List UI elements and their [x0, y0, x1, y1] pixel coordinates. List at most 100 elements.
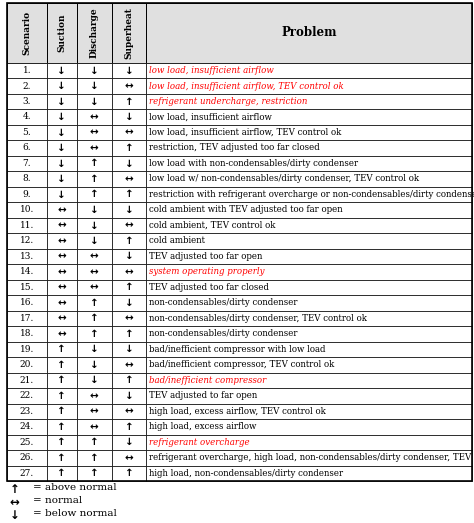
Text: ↓: ↓: [90, 221, 99, 231]
Bar: [46, 295, 77, 311]
Bar: [7, 326, 46, 342]
Text: ↓: ↓: [90, 97, 99, 107]
Bar: [111, 342, 146, 357]
Bar: [7, 357, 46, 373]
Bar: [146, 264, 472, 280]
Bar: [111, 63, 146, 78]
Bar: [111, 109, 146, 125]
Text: 27.: 27.: [20, 469, 34, 478]
Bar: [111, 3, 146, 63]
Text: ↓: ↓: [9, 509, 19, 522]
Text: ↔: ↔: [57, 313, 66, 323]
Text: low load with non-condensables/dirty condenser: low load with non-condensables/dirty con…: [149, 159, 358, 168]
Bar: [77, 125, 111, 140]
Bar: [111, 233, 146, 249]
Text: ↔: ↔: [90, 112, 99, 122]
Bar: [7, 63, 46, 78]
Text: ↓: ↓: [125, 158, 133, 168]
Text: refrigerant undercharge, restriction: refrigerant undercharge, restriction: [149, 97, 308, 106]
Text: ↔: ↔: [9, 496, 19, 509]
Text: ↔: ↔: [90, 391, 99, 401]
Text: ↑: ↑: [90, 189, 99, 199]
Text: ↓: ↓: [90, 376, 99, 385]
Bar: [146, 109, 472, 125]
Text: ↔: ↔: [57, 252, 66, 262]
Bar: [146, 156, 472, 171]
Bar: [146, 3, 472, 63]
Bar: [146, 249, 472, 264]
Bar: [146, 311, 472, 326]
Bar: [77, 218, 111, 233]
Text: restriction with refrigerant overcharge or non-condensables/dirty condenser: restriction with refrigerant overcharge …: [149, 190, 474, 199]
Text: ↑: ↑: [90, 174, 99, 184]
Bar: [146, 125, 472, 140]
Bar: [146, 171, 472, 187]
Bar: [77, 94, 111, 109]
Text: bad/inefficient compressor: bad/inefficient compressor: [149, 376, 266, 385]
Text: ↓: ↓: [90, 65, 99, 75]
Text: high load, excess airflow: high load, excess airflow: [149, 423, 257, 431]
Bar: [77, 295, 111, 311]
Text: ↑: ↑: [57, 422, 66, 432]
Text: refrigerant overcharge: refrigerant overcharge: [149, 438, 250, 447]
Bar: [46, 3, 77, 63]
Bar: [77, 435, 111, 450]
Bar: [77, 78, 111, 94]
Text: 5.: 5.: [22, 128, 31, 137]
Bar: [77, 342, 111, 357]
Bar: [7, 202, 46, 218]
Bar: [7, 311, 46, 326]
Text: ↔: ↔: [57, 267, 66, 277]
Text: 18.: 18.: [19, 329, 34, 338]
Bar: [111, 326, 146, 342]
Bar: [77, 388, 111, 404]
Bar: [46, 125, 77, 140]
Text: ↑: ↑: [57, 345, 66, 355]
Text: ↓: ↓: [125, 345, 133, 355]
Text: ↓: ↓: [125, 112, 133, 122]
Text: 10.: 10.: [19, 206, 34, 214]
Bar: [46, 419, 77, 435]
Text: 19.: 19.: [19, 345, 34, 354]
Text: ↓: ↓: [125, 205, 133, 215]
Text: 13.: 13.: [20, 252, 34, 261]
Text: ↔: ↔: [125, 128, 133, 138]
Bar: [111, 280, 146, 295]
Text: low load, insufficient airflow, TEV control ok: low load, insufficient airflow, TEV cont…: [149, 128, 342, 137]
Bar: [111, 419, 146, 435]
Bar: [7, 419, 46, 435]
Bar: [46, 450, 77, 465]
Text: ↑: ↑: [57, 437, 66, 447]
Text: 9.: 9.: [23, 190, 31, 199]
Text: ↔: ↔: [90, 282, 99, 292]
Bar: [111, 264, 146, 280]
Text: non-condensables/dirty condenser, TEV control ok: non-condensables/dirty condenser, TEV co…: [149, 314, 367, 323]
Text: ↓: ↓: [125, 252, 133, 262]
Bar: [111, 373, 146, 388]
Bar: [7, 218, 46, 233]
Bar: [46, 311, 77, 326]
Text: ↓: ↓: [57, 189, 66, 199]
Text: ↑: ↑: [125, 97, 133, 107]
Bar: [77, 419, 111, 435]
Bar: [7, 388, 46, 404]
Text: ↓: ↓: [57, 112, 66, 122]
Bar: [146, 94, 472, 109]
Bar: [7, 373, 46, 388]
Text: 8.: 8.: [23, 175, 31, 184]
Text: ↔: ↔: [125, 453, 133, 463]
Bar: [111, 78, 146, 94]
Bar: [46, 388, 77, 404]
Text: ↑: ↑: [90, 453, 99, 463]
Bar: [77, 202, 111, 218]
Bar: [46, 109, 77, 125]
Bar: [146, 233, 472, 249]
Bar: [77, 171, 111, 187]
Text: ↓: ↓: [57, 158, 66, 168]
Bar: [111, 295, 146, 311]
Bar: [7, 404, 46, 419]
Text: ↔: ↔: [125, 267, 133, 277]
Bar: [7, 295, 46, 311]
Bar: [77, 404, 111, 419]
Text: ↑: ↑: [90, 329, 99, 339]
